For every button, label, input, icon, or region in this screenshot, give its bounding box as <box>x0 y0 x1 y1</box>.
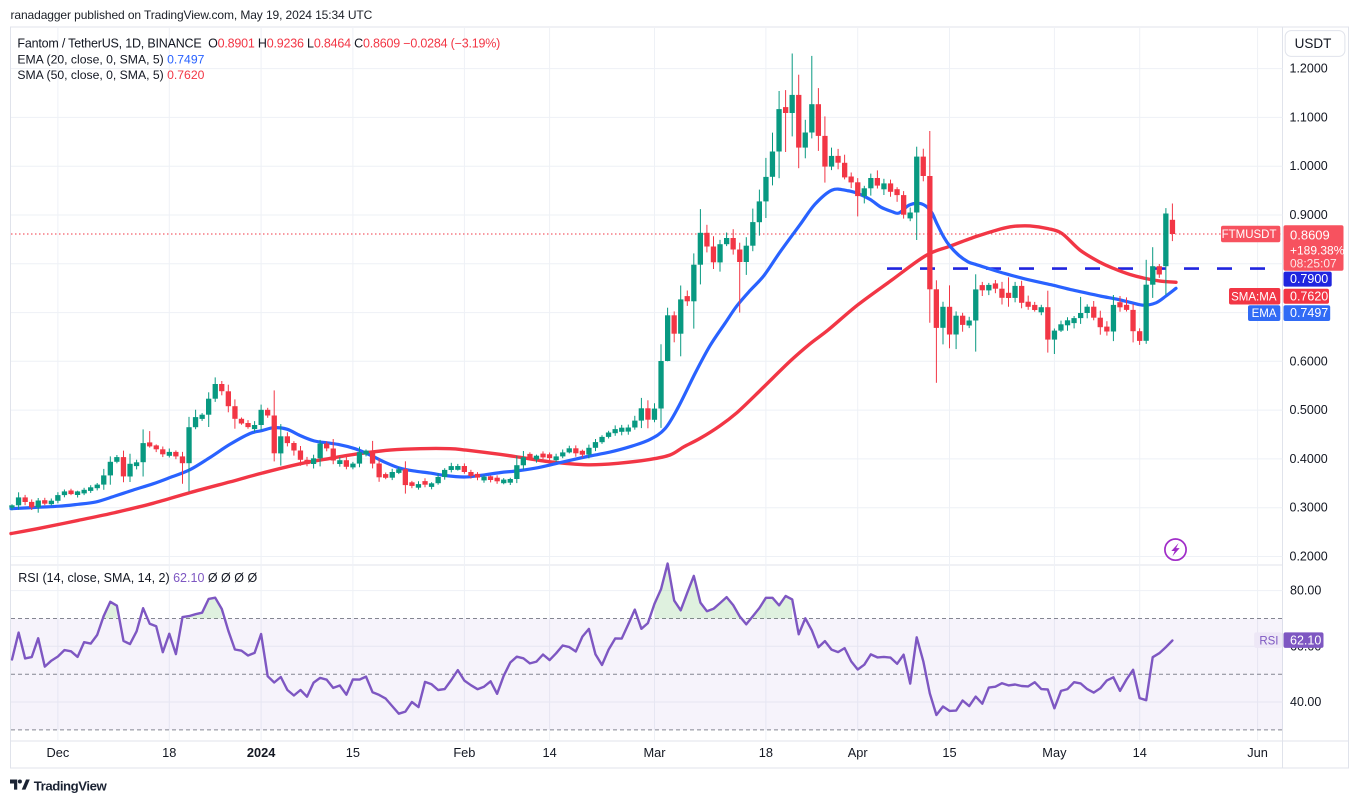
svg-text:ranadagger published on Tradin: ranadagger published on TradingView.com,… <box>11 8 373 22</box>
svg-text:62.10: 62.10 <box>1290 633 1321 647</box>
svg-text:Jun: Jun <box>1247 745 1268 760</box>
svg-text:0.7497: 0.7497 <box>1290 306 1328 320</box>
svg-text:FTMUSDT: FTMUSDT <box>1222 229 1277 241</box>
svg-text:08:25:07: 08:25:07 <box>1290 257 1337 271</box>
svg-text:18: 18 <box>162 745 176 760</box>
svg-text:0.6000: 0.6000 <box>1290 354 1328 368</box>
svg-text:15: 15 <box>346 745 360 760</box>
svg-text:RSI (14, close, SMA, 14, 2) 62: RSI (14, close, SMA, 14, 2) 62.10 Ø Ø Ø … <box>18 571 257 585</box>
svg-text:Apr: Apr <box>848 745 869 760</box>
svg-text:Mar: Mar <box>643 745 666 760</box>
svg-text:15: 15 <box>942 745 956 760</box>
svg-text:Dec: Dec <box>47 745 70 760</box>
svg-text:18: 18 <box>759 745 773 760</box>
svg-text:SMA:MA: SMA:MA <box>1231 291 1277 303</box>
svg-text:USDT: USDT <box>1295 36 1332 51</box>
svg-text:EMA: EMA <box>1252 308 1277 320</box>
svg-text:80.00: 80.00 <box>1290 584 1321 598</box>
svg-text:0.8609: 0.8609 <box>1290 228 1330 243</box>
svg-text:1.2000: 1.2000 <box>1290 62 1328 76</box>
svg-text:Feb: Feb <box>453 745 475 760</box>
svg-text:0.2000: 0.2000 <box>1290 550 1328 564</box>
svg-text:0.7900: 0.7900 <box>1290 272 1328 286</box>
svg-text:+189.38%: +189.38% <box>1290 244 1345 258</box>
svg-text:0.9000: 0.9000 <box>1290 208 1328 222</box>
svg-text:TradingView: TradingView <box>34 779 108 794</box>
svg-text:1.1000: 1.1000 <box>1290 110 1328 124</box>
svg-text:14: 14 <box>542 745 556 760</box>
svg-text:14: 14 <box>1133 745 1147 760</box>
svg-text:0.5000: 0.5000 <box>1290 403 1328 417</box>
svg-text:0.7620: 0.7620 <box>1290 290 1328 304</box>
svg-text:May: May <box>1042 745 1067 760</box>
svg-text:0.4000: 0.4000 <box>1290 452 1328 466</box>
svg-text:SMA (50, close, 0, SMA, 5) 0.7: SMA (50, close, 0, SMA, 5) 0.7620 <box>17 68 204 82</box>
svg-text:2024: 2024 <box>247 745 276 760</box>
svg-text:0.3000: 0.3000 <box>1290 501 1328 515</box>
svg-text:40.00: 40.00 <box>1290 695 1321 709</box>
svg-text:RSI: RSI <box>1259 635 1278 647</box>
svg-text:1.0000: 1.0000 <box>1290 159 1328 173</box>
svg-text:EMA (20, close, 0, SMA, 5) 0.7: EMA (20, close, 0, SMA, 5) 0.7497 <box>17 53 204 67</box>
svg-text:Fantom / TetherUS, 1D, BINANCE: Fantom / TetherUS, 1D, BINANCE O0.8901 H… <box>17 37 500 51</box>
